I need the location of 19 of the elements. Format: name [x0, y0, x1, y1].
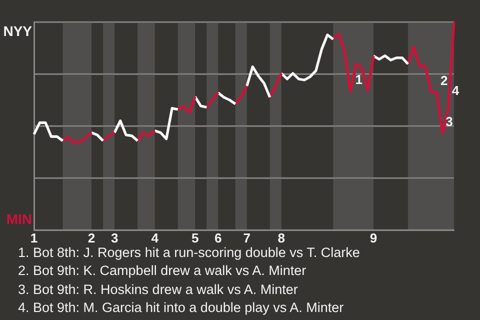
annotation: 3 — [446, 114, 453, 129]
x-tick-label: 9 — [370, 230, 378, 246]
annotation: 4 — [452, 82, 460, 98]
text: 2. Bot 9th: K. Campbell drew a walk vs A. Minter — [18, 262, 308, 280]
annotation: 2 — [440, 73, 448, 88]
annotation: 1 — [355, 72, 363, 88]
x-tick-label: 7 — [243, 230, 250, 246]
text: 4. Bot 9th: M. Garcia hit into a double play vs A. Minter — [18, 298, 345, 317]
x-tick-label: 6 — [214, 230, 222, 246]
x-tick-label: 1 — [30, 230, 38, 246]
text: 1. Bot 8th: J. Rogers hit a run-scoring double vs T. Clarke — [18, 244, 360, 262]
x-tick-label: 2 — [88, 230, 96, 246]
x-tick-label: 5 — [191, 230, 199, 246]
x-tick-label: 8 — [278, 230, 286, 246]
x-tick-label: 3 — [110, 230, 118, 246]
text: 3. Bot 9th: R. Hoskins drew a walk vs A. Minter — [18, 280, 299, 299]
x-tick-label: 4 — [151, 230, 160, 246]
text: NYY — [2, 23, 32, 39]
text: MIN — [5, 211, 32, 227]
